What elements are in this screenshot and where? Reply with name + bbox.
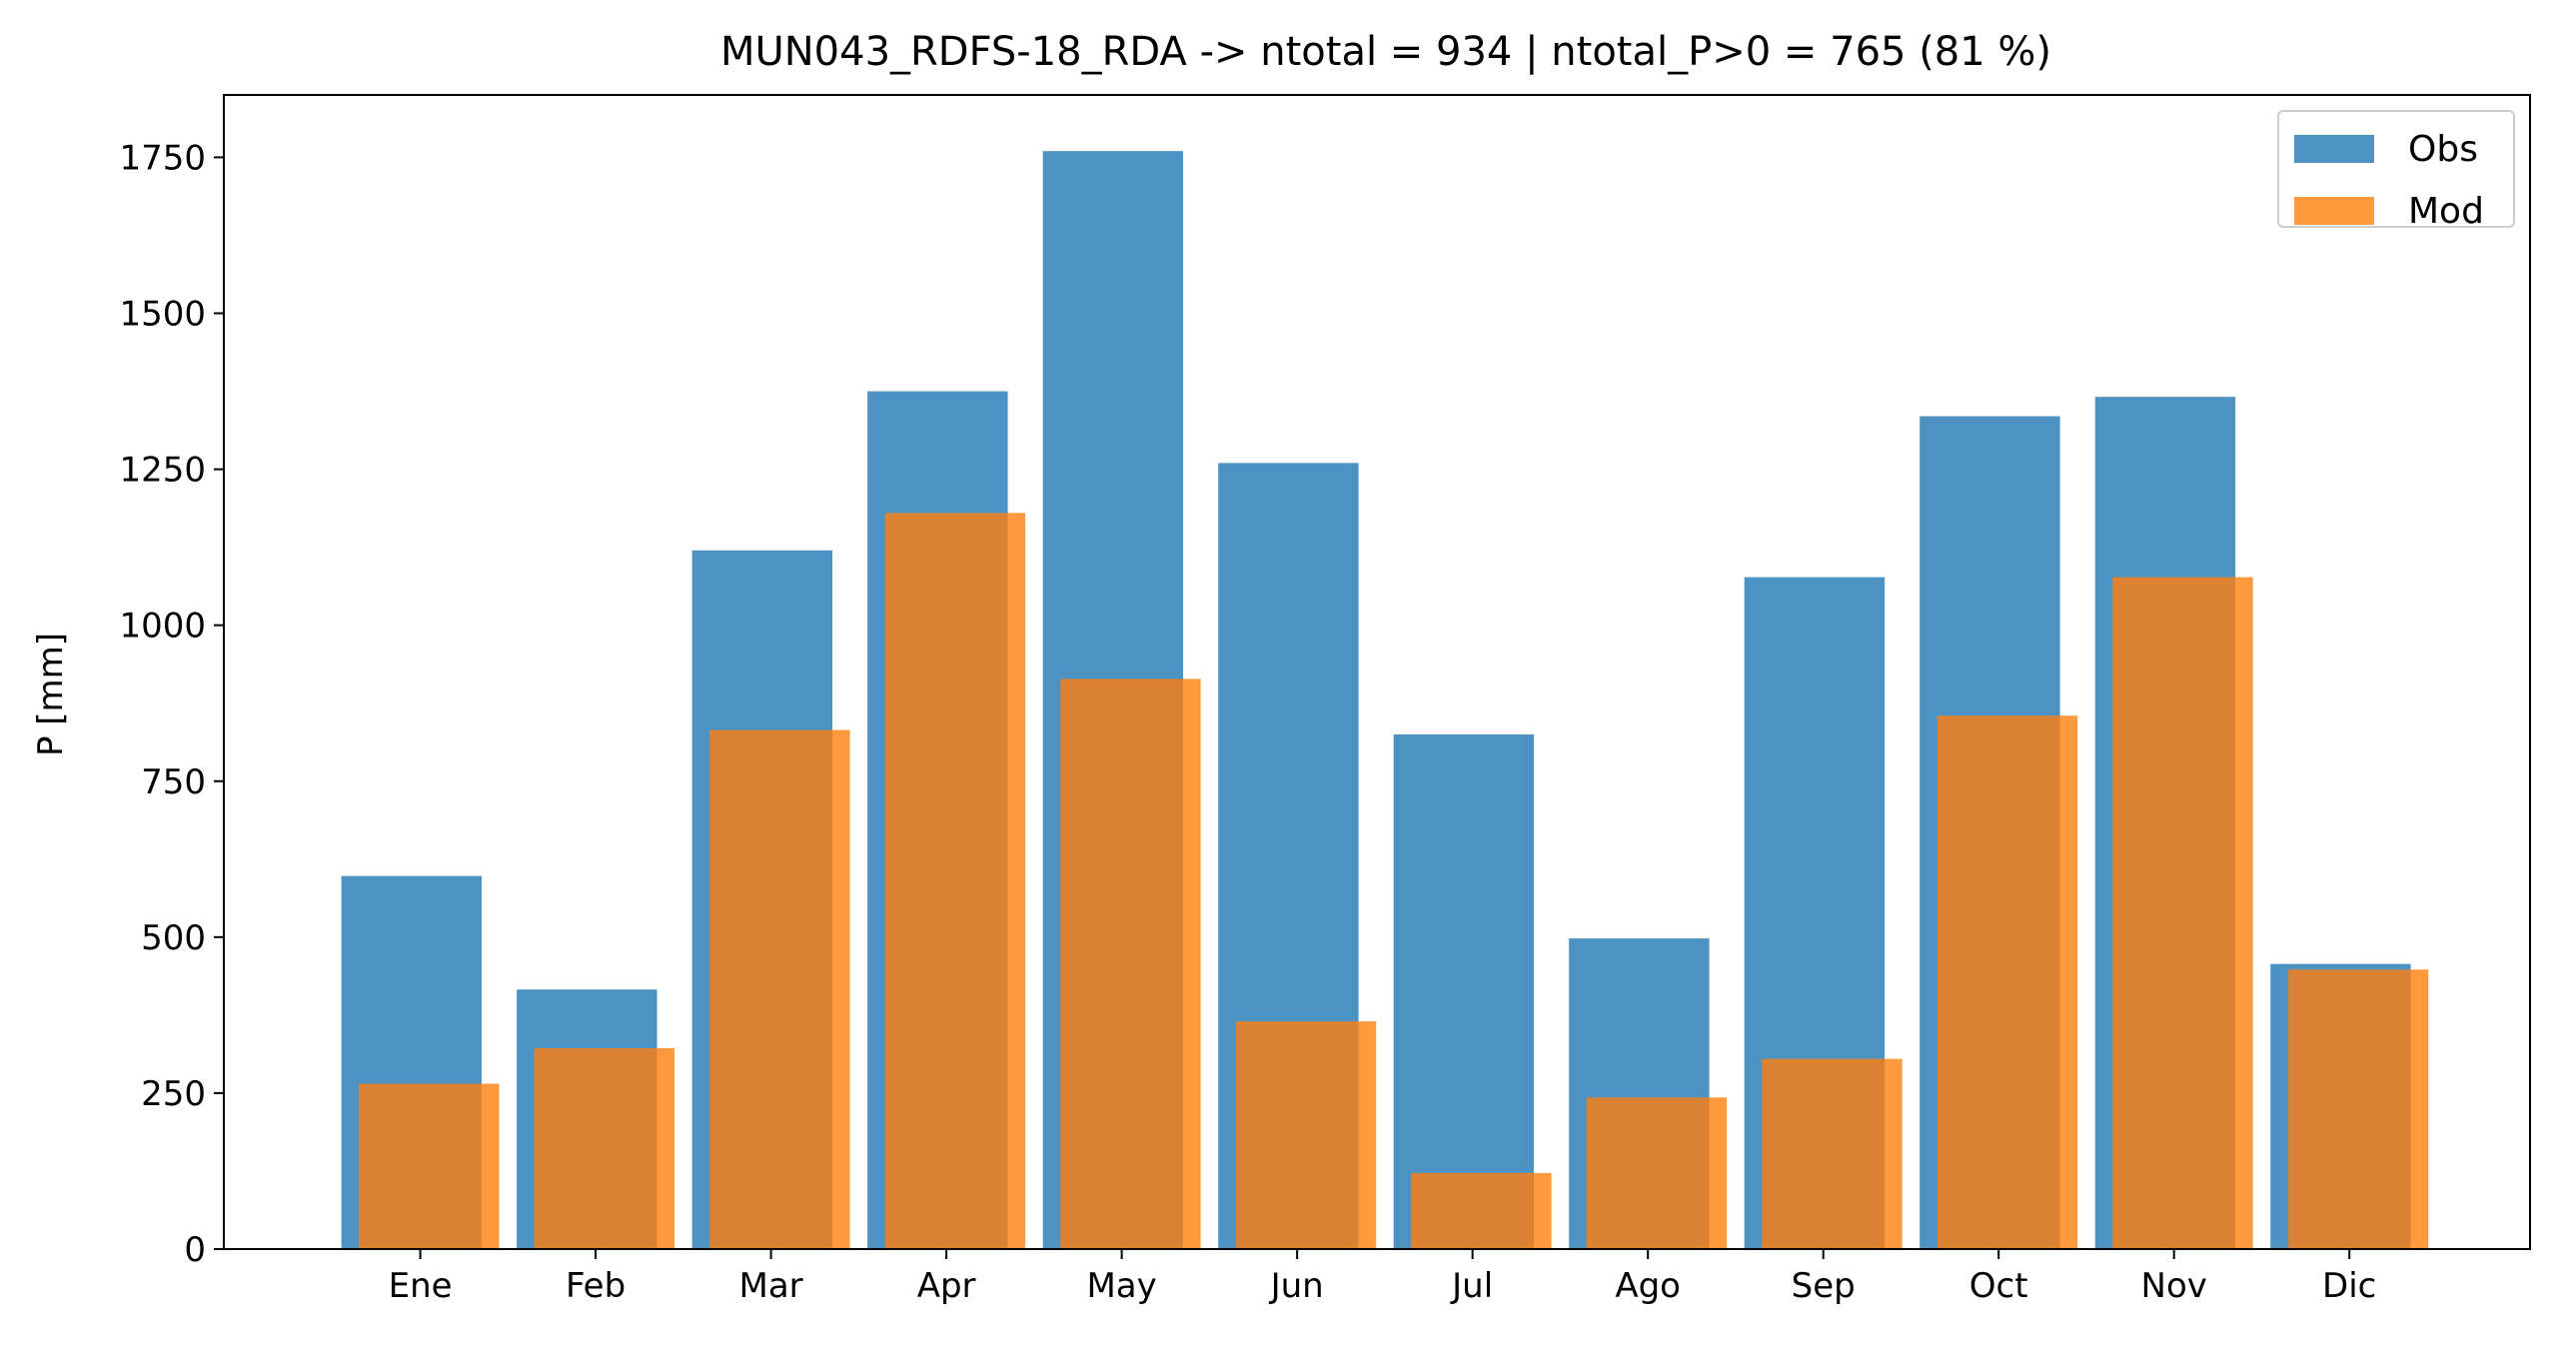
x-tick-label: Oct	[1969, 1266, 2028, 1306]
x-tick-label: Ene	[389, 1266, 453, 1306]
x-tick-label: Jun	[1269, 1266, 1324, 1306]
bar-mod-ene	[359, 1083, 500, 1249]
legend-label-mod: Mod	[2408, 191, 2484, 232]
y-tick-label: 1000	[119, 607, 206, 647]
bar-mod-sep	[1762, 1058, 1903, 1249]
legend-label-obs: Obs	[2408, 129, 2478, 170]
x-tick-label: Sep	[1792, 1266, 1856, 1306]
x-tick-label: May	[1086, 1266, 1156, 1306]
y-axis: 0 250 500 750 1000 1250 1500 1750	[119, 138, 224, 1270]
bar-mod-jun	[1235, 1021, 1377, 1249]
legend-swatch-obs	[2294, 135, 2374, 163]
bar-mod-dic	[2287, 969, 2429, 1249]
y-tick-label: 1250	[119, 451, 206, 491]
legend-swatch-mod	[2294, 197, 2374, 225]
y-tick-label: 0	[184, 1230, 206, 1270]
bar-mod-apr	[884, 513, 1026, 1249]
plot-frame	[223, 94, 2531, 1250]
bar-mod-may	[1060, 678, 1201, 1249]
y-tick-label: 500	[141, 918, 206, 958]
x-tick-label: Ago	[1615, 1266, 1681, 1306]
chart-title: MUN043_RDFS-18_RDA -> ntotal = 934 | nto…	[720, 29, 2051, 75]
x-tick-label: Jul	[1450, 1266, 1493, 1306]
bar-mod-feb	[534, 1047, 675, 1249]
bars-group	[341, 151, 2429, 1250]
x-tick-label: Dic	[2322, 1266, 2376, 1306]
bar-obs-jul	[1393, 733, 1535, 1249]
y-tick-label: 1750	[119, 138, 206, 178]
bar-mod-nov	[2112, 577, 2253, 1249]
bar-mod-oct	[1936, 715, 2078, 1249]
bar-mod-mar	[709, 729, 850, 1249]
y-tick-label: 750	[141, 762, 206, 802]
legend: Obs Mod	[2277, 110, 2515, 232]
x-tick-label: Apr	[917, 1266, 976, 1306]
x-tick-label: Feb	[566, 1266, 626, 1306]
bar-mod-ago	[1586, 1097, 1728, 1249]
x-tick-label: Mar	[739, 1266, 803, 1306]
y-tick-label: 250	[141, 1074, 206, 1114]
y-axis-label: P [mm]	[31, 633, 71, 756]
x-axis: Ene Feb Mar Apr May Jun Jul Ago Sep Oct Nov Dic	[389, 1249, 2376, 1306]
bar-mod-jul	[1411, 1172, 1552, 1249]
x-tick-label: Nov	[2141, 1266, 2207, 1306]
y-tick-label: 1500	[119, 295, 206, 335]
